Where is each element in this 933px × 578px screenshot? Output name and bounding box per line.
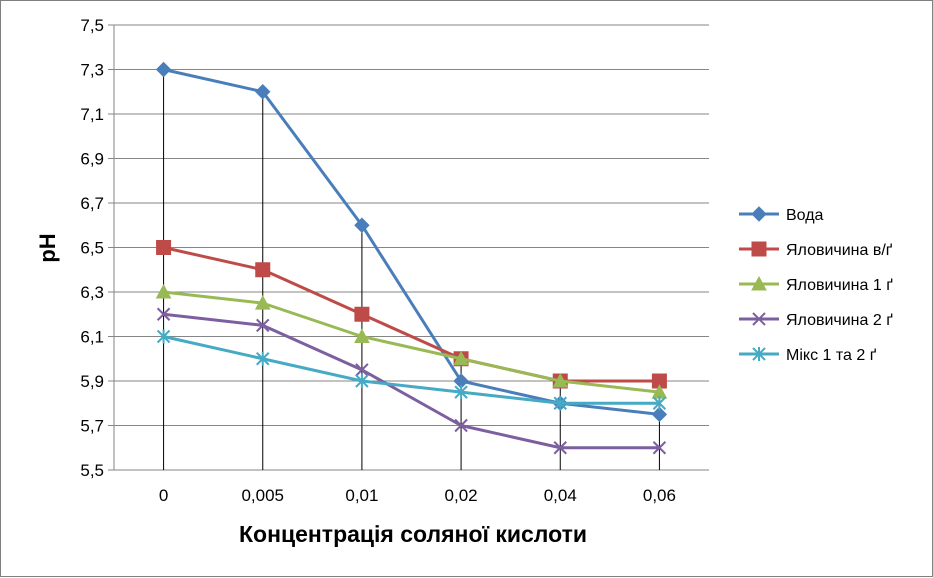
series-line-4 <box>163 335 660 405</box>
x-tick-label: 0,06 <box>643 486 676 505</box>
data-point <box>156 240 172 255</box>
data-point <box>652 441 667 455</box>
data-point-shape <box>155 283 172 299</box>
series-0 <box>155 61 668 423</box>
legend-entry-3: Яловичина 2 ґ <box>739 312 893 329</box>
data-point-stroke-b <box>355 363 369 377</box>
series-2 <box>155 283 668 399</box>
data-point <box>553 441 567 455</box>
data-point-shape <box>354 306 370 322</box>
x-tick-label: 0,005 <box>241 486 284 505</box>
legend-entry-1: Яловичина в/ґ <box>739 241 893 259</box>
data-point-stroke-b <box>156 307 171 321</box>
legend-label: Вода <box>786 207 824 224</box>
data-point <box>553 396 567 411</box>
data-point-shape <box>552 372 569 388</box>
y-tick-label: 5,7 <box>80 417 104 436</box>
legend-label: Яловичина 1 ґ <box>786 277 893 294</box>
y-tick-label: 6,5 <box>80 239 104 258</box>
series-line-1 <box>163 246 660 383</box>
data-point-shape <box>254 295 271 310</box>
series-lines <box>155 61 668 455</box>
data-point-shape <box>651 406 668 423</box>
y-tick-label: 6,9 <box>80 150 104 169</box>
data-point-stroke-b <box>256 318 270 333</box>
legend-label: Мікс 1 та 2 ґ <box>786 347 877 364</box>
x-tick-label: 0,01 <box>345 486 378 505</box>
legend-marker <box>751 206 767 222</box>
legend-marker <box>752 347 766 361</box>
legend-entry-2: Яловичина 1 ґ <box>739 275 893 294</box>
data-point <box>355 374 369 388</box>
legend-marker-shape <box>751 241 767 257</box>
legend-marker <box>751 241 767 257</box>
data-point-shape <box>453 350 469 366</box>
y-tick-label: 6,7 <box>80 194 104 213</box>
series-line-3 <box>163 312 660 450</box>
data-point <box>453 350 469 366</box>
x-tick-labels: 0 0,005 0,01 0,02 0,04 0,06 <box>159 486 676 505</box>
data-point <box>354 306 370 322</box>
data-point <box>156 329 171 344</box>
x-axis-title: Концентрація соляної кислоти <box>239 521 587 547</box>
data-point-shape <box>354 328 370 343</box>
y-tick-label: 5,9 <box>80 372 104 391</box>
legend-marker <box>752 312 766 326</box>
series-1 <box>156 240 667 389</box>
y-tick-label: 6,1 <box>80 328 104 347</box>
data-point <box>454 418 468 433</box>
data-point <box>155 283 172 299</box>
data-point <box>256 351 270 366</box>
x-tick-label: 0,02 <box>445 486 478 505</box>
data-point <box>256 318 270 333</box>
legend-marker-shape <box>751 206 767 222</box>
x-tick-label: 0,04 <box>544 486 577 505</box>
data-point <box>651 406 668 423</box>
y-tick-labels: 5,5 5,7 5,9 6,1 6,3 6,5 6,7 6,9 7,1 7,3 7,5 <box>80 16 104 480</box>
legend: Вода Яловичина в/ґ Яловичина 1 ґ Яловичина … <box>739 206 893 364</box>
y-tick-label: 7,3 <box>80 61 104 80</box>
legend-entry-0: Вода <box>739 206 824 224</box>
gridlines <box>108 24 709 471</box>
series-line-0 <box>163 68 660 416</box>
y-tick-label: 7,5 <box>80 16 104 35</box>
data-point <box>255 262 271 278</box>
legend-label: Яловичина 2 ґ <box>786 312 893 329</box>
legend-marker-stroke-b <box>752 312 766 326</box>
data-point <box>454 385 468 400</box>
data-point-shape <box>354 217 370 233</box>
legend-marker <box>751 275 767 291</box>
data-point-shape <box>255 84 271 100</box>
drop-lines <box>163 69 660 470</box>
y-tick-label: 5,5 <box>80 461 104 480</box>
data-point-shape <box>255 262 271 278</box>
series-line-2 <box>163 290 660 394</box>
data-point-shape <box>156 240 172 255</box>
data-point <box>652 396 667 411</box>
data-point-stroke-b <box>454 418 468 433</box>
legend-marker-shape <box>751 275 767 291</box>
data-point <box>354 328 370 343</box>
data-point <box>354 217 370 233</box>
series-3 <box>156 307 667 455</box>
data-point-stroke-b <box>553 441 567 455</box>
y-axis-title: pH <box>35 233 60 262</box>
data-point <box>255 84 271 100</box>
data-point-shape <box>155 61 172 78</box>
data-point <box>355 363 369 377</box>
data-point <box>552 372 569 388</box>
legend-entry-4: Мікс 1 та 2 ґ <box>739 347 877 364</box>
y-tick-label: 6,3 <box>80 283 104 302</box>
series-4 <box>156 329 667 411</box>
data-point <box>155 61 172 78</box>
legend-label: Яловичина в/ґ <box>786 242 893 259</box>
data-point <box>156 307 171 321</box>
y-tick-label: 7,1 <box>80 105 104 124</box>
x-tick-label: 0 <box>159 486 168 505</box>
data-point <box>254 295 271 310</box>
data-point-stroke-b <box>652 441 667 455</box>
